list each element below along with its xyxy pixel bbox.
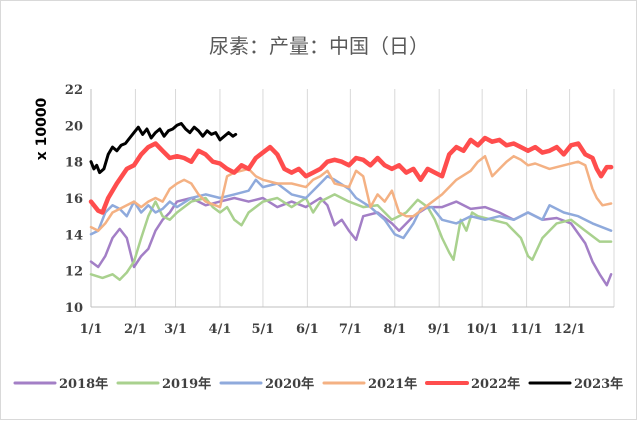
x-tick-label: 8/1	[383, 322, 406, 337]
x-tick-label: 6/1	[296, 322, 319, 337]
x-tick-label: 1/1	[80, 322, 103, 337]
tick-labels: 1/1 2/1 3/1 4/1 5/1 6/1 7/1 8/1 9/1 10/1 11/1 12/1 1…	[65, 83, 586, 337]
x-tick-label: 10/1	[466, 322, 498, 337]
y-tick-label: 16	[65, 192, 83, 207]
chart-title: 尿素：产量：中国（日）	[209, 34, 429, 58]
x-tick-label: 12/1	[554, 322, 586, 337]
series-line-4	[89, 154, 613, 232]
series-lines	[88, 122, 614, 287]
x-tick-label: 4/1	[209, 322, 232, 337]
legend-label: 2023年	[574, 376, 623, 392]
y-tick-label: 12	[65, 265, 83, 280]
y-tick-label: 20	[65, 119, 83, 134]
y-tick-label: 18	[65, 156, 83, 171]
x-tick-label: 7/1	[339, 322, 362, 337]
series-line-3	[89, 174, 613, 240]
y-tick-label: 22	[65, 83, 83, 98]
series-line-2	[89, 193, 613, 282]
legend-label: 2018年	[59, 376, 108, 392]
x-tick-label: 9/1	[428, 322, 451, 337]
series-line-1	[89, 196, 613, 287]
legend: 2018年 2019年 2020年 2021年 2022年 2023年	[13, 376, 623, 392]
x-tick-label: 2/1	[124, 322, 147, 337]
axes	[90, 89, 614, 308]
x-tick-label: 5/1	[252, 322, 275, 337]
legend-label: 2021年	[368, 376, 417, 392]
x-tick-label: 11/1	[511, 322, 543, 337]
x-tick-label: 3/1	[164, 322, 187, 337]
series-line-6	[89, 122, 238, 175]
y-tick-label: 14	[65, 228, 83, 243]
vertical-gridlines	[90, 89, 615, 307]
y-axis-label: x 10000	[34, 97, 50, 160]
legend-label: 2020年	[265, 376, 314, 392]
legend-label: 2019年	[162, 376, 211, 392]
y-tick-label: 10	[65, 301, 83, 316]
series-line-5	[88, 135, 614, 215]
legend-label: 2022年	[471, 376, 520, 392]
